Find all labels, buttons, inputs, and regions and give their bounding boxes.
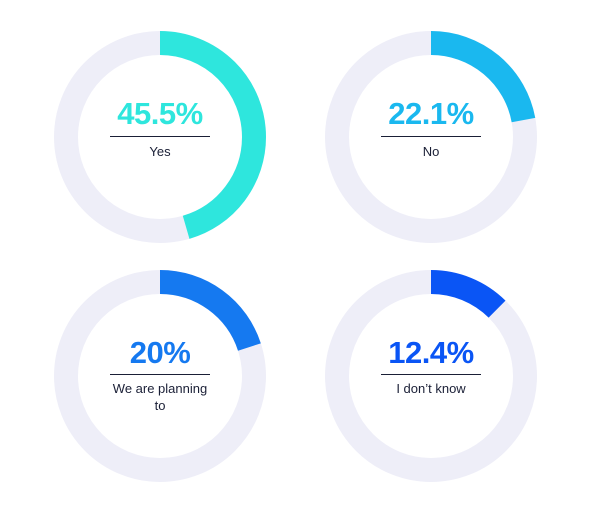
donut-planning-divider	[110, 374, 210, 375]
donut-no-label: No	[422, 144, 440, 159]
donut-yes-value: 45.5%	[117, 96, 203, 131]
donut-chart-no: 22.1% No	[325, 31, 537, 243]
donut-chart-yes: 45.5% Yes	[54, 31, 266, 243]
donut-yes-svg	[54, 31, 266, 243]
donut-yes-label: Yes	[149, 144, 171, 159]
donut-chart-dont-know: 12.4% I don’t know	[325, 270, 537, 482]
donut-planning-value: 20%	[129, 335, 191, 370]
donut-dont-know-value: 12.4%	[388, 335, 474, 370]
donut-no-divider	[381, 136, 481, 137]
donut-dont-know-divider	[381, 374, 481, 375]
donut-yes-center: 45.5% Yes	[54, 31, 266, 243]
donut-planning-center: 20% We are planning to	[54, 270, 266, 482]
donut-chart-planning: 20% We are planning to	[54, 270, 266, 482]
donut-dont-know-label: I don’t know	[396, 381, 466, 396]
donut-no-arc	[325, 31, 537, 243]
donut-dont-know-center: 12.4% I don’t know	[325, 270, 537, 482]
donut-no-center: 22.1% No	[325, 31, 537, 243]
donut-dont-know-arc	[325, 270, 537, 482]
donut-yes-divider	[110, 136, 210, 137]
donut-planning-arc	[54, 270, 266, 482]
donut-yes-arc	[54, 31, 266, 243]
donut-planning-label: We are planning to	[112, 381, 208, 413]
donut-planning-svg	[54, 270, 266, 482]
donut-no-value: 22.1%	[388, 96, 474, 131]
donut-dont-know-svg	[325, 270, 537, 482]
donut-no-svg	[325, 31, 537, 243]
